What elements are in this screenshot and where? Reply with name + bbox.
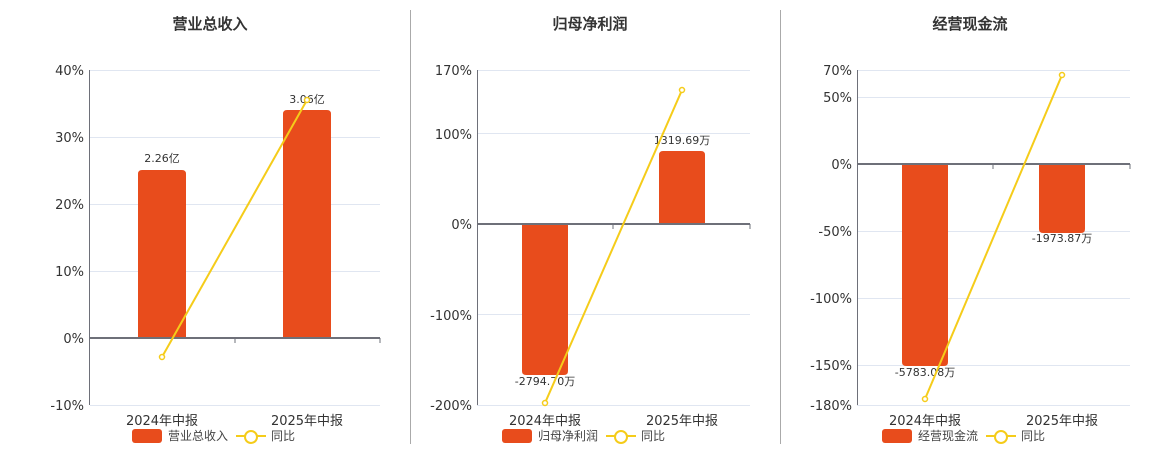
- cash-flow-chart-svg: 70% 50% 0% -50% -100% -150% -180% -5783.…: [810, 64, 1131, 429]
- x-category: 2025年中报: [646, 414, 718, 429]
- x-category: 2024年中报: [889, 414, 961, 429]
- y-tick: 100%: [435, 128, 472, 143]
- y-tick: -100%: [430, 309, 472, 324]
- legend-bar-label[interactable]: 经营现金流: [918, 429, 979, 443]
- yoy-point[interactable]: [541, 399, 549, 407]
- y-tick: -150%: [810, 359, 852, 374]
- bar-value-label: 1319.69万: [654, 134, 711, 147]
- legend-line-circle-icon[interactable]: [236, 429, 267, 444]
- chart-panel-operating-cash-flow: 经营现金流 70% 50% 0% -50% -100% -150% -180% …: [780, 0, 1160, 450]
- y-tick: -180%: [810, 399, 852, 414]
- legend-line-label[interactable]: 同比: [641, 429, 666, 443]
- legend-bar-label[interactable]: 归母净利润: [538, 429, 599, 443]
- panel-divider: [410, 10, 411, 444]
- yoy-point[interactable]: [303, 96, 311, 104]
- chart-title: 归母净利润: [552, 15, 628, 33]
- y-tick: 10%: [55, 265, 84, 280]
- x-category: 2025年中报: [271, 414, 343, 429]
- legend-bar-label[interactable]: 营业总收入: [168, 429, 229, 443]
- y-tick: 70%: [823, 64, 852, 79]
- chart-panel-net-profit: 归母净利润 170% 100% 0% -100% -200% -2794.70万…: [400, 0, 780, 450]
- legend: 经营现金流 同比: [882, 427, 1045, 444]
- legend-line-label[interactable]: 同比: [1021, 429, 1046, 443]
- bar[interactable]: [1039, 164, 1085, 233]
- bar[interactable]: [659, 151, 705, 224]
- y-tick: -100%: [810, 292, 852, 307]
- chart-title: 营业总收入: [172, 15, 248, 33]
- bar-value-label: -2794.70万: [515, 375, 575, 388]
- bar-value-label: -5783.08万: [895, 366, 955, 379]
- legend-bar-swatch-icon[interactable]: [132, 428, 162, 443]
- legend-line-label[interactable]: 同比: [271, 429, 296, 443]
- net-profit-chart-svg: 170% 100% 0% -100% -200% -2794.70万 1319.…: [430, 64, 751, 429]
- yoy-point[interactable]: [678, 86, 686, 94]
- x-category: 2025年中报: [1026, 414, 1098, 429]
- revenue-chart-svg: 40% 30% 20% 10% 0% -10% 2.26亿 3.06亿 2024…: [50, 64, 381, 429]
- legend-bar-swatch-icon[interactable]: [502, 428, 532, 443]
- y-tick: 50%: [823, 91, 852, 106]
- x-category: 2024年中报: [126, 414, 198, 429]
- legend-line-circle-icon[interactable]: [986, 429, 1017, 444]
- chart-title: 经营现金流: [932, 15, 1008, 33]
- legend: 营业总收入 同比: [132, 427, 295, 444]
- bar[interactable]: [283, 110, 331, 338]
- y-tick: 0%: [831, 158, 852, 173]
- yoy-point[interactable]: [921, 395, 929, 403]
- y-tick: 170%: [435, 64, 472, 79]
- yoy-point[interactable]: [1058, 71, 1066, 79]
- y-tick: 30%: [55, 131, 84, 146]
- y-tick: -10%: [50, 399, 84, 414]
- y-tick: 20%: [55, 198, 84, 213]
- y-tick: 0%: [63, 332, 84, 347]
- bar-value-label: 2.26亿: [144, 152, 180, 165]
- yoy-point[interactable]: [158, 353, 166, 361]
- bar[interactable]: [522, 224, 568, 375]
- y-tick: 40%: [55, 64, 84, 79]
- legend: 归母净利润 同比: [502, 427, 665, 444]
- bar[interactable]: [902, 164, 948, 366]
- chart-panel-revenue: 营业总收入 40% 30% 20% 10% 0% -10% 2.26亿 3.06…: [0, 0, 400, 450]
- legend-line-circle-icon[interactable]: [606, 429, 637, 444]
- panel-divider: [780, 10, 781, 444]
- y-tick: 0%: [451, 218, 472, 233]
- legend-bar-swatch-icon[interactable]: [882, 428, 912, 443]
- bar[interactable]: [138, 170, 186, 338]
- bar-value-label: -1973.87万: [1032, 232, 1092, 245]
- x-category: 2024年中报: [509, 414, 581, 429]
- y-tick: -50%: [818, 225, 852, 240]
- y-tick: -200%: [430, 399, 472, 414]
